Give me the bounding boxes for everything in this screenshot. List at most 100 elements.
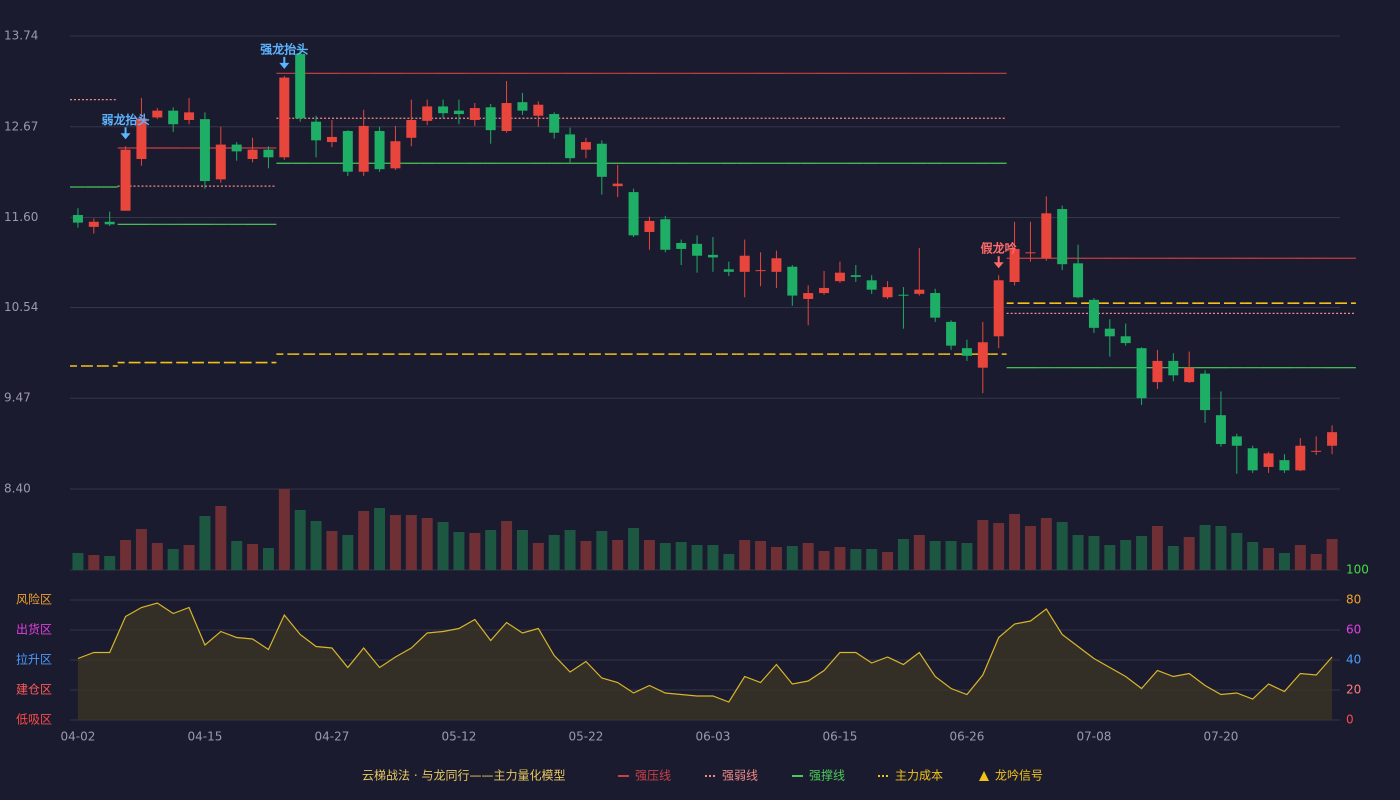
zone-label: 出货区	[16, 622, 52, 637]
x-tick-label: 04-15	[188, 730, 223, 744]
volume-bar	[1104, 545, 1116, 570]
candle-body	[136, 118, 147, 160]
candle-body	[1104, 328, 1115, 337]
volume-bar	[707, 545, 719, 570]
volume-bar	[183, 545, 195, 570]
volume-bar	[1326, 539, 1338, 570]
y-tick-label: 13.74	[4, 29, 38, 43]
volume-bar	[167, 549, 179, 570]
candle-body	[406, 119, 417, 138]
zone-label: 拉升区	[16, 652, 52, 667]
volume-bar	[199, 516, 211, 570]
candle-body	[850, 275, 861, 277]
volume-bar	[294, 510, 306, 570]
zone-label: 低吸区	[16, 713, 52, 727]
candle-body	[311, 121, 322, 141]
candle-body	[1041, 213, 1052, 259]
x-tick-label: 04-02	[61, 730, 96, 744]
volume-bar	[977, 520, 989, 570]
volume-bar	[1231, 533, 1243, 570]
volume-bar	[961, 543, 973, 570]
volume-bar	[802, 543, 814, 570]
legend-label: 龙吟信号	[995, 768, 1043, 783]
volume-bar	[88, 555, 100, 570]
signal-label: 弱龙抬头	[102, 112, 150, 127]
volume-bar	[1072, 535, 1084, 570]
candle-body	[485, 107, 496, 131]
candle-body	[358, 125, 369, 172]
volume-bar	[405, 515, 417, 570]
y-tick-label: 10.54	[4, 300, 38, 314]
candle-body	[787, 266, 798, 296]
volume-bar	[342, 535, 354, 570]
candle-body	[1120, 336, 1131, 344]
candle-body	[88, 221, 99, 227]
candle-body	[1327, 432, 1338, 446]
candle-body	[1231, 436, 1242, 446]
candle-body	[1247, 448, 1258, 471]
indicator-area	[77, 603, 1333, 720]
volume-bar	[1294, 545, 1306, 570]
volume-bar	[691, 545, 703, 570]
volume-bar	[1040, 518, 1052, 570]
volume-bar	[580, 541, 592, 570]
volume-bar	[1024, 526, 1036, 570]
volume-bar	[1310, 554, 1322, 570]
volume-bar	[120, 540, 132, 570]
candle-body	[1215, 415, 1226, 445]
candle-body	[866, 280, 877, 290]
candle-body	[803, 293, 814, 299]
volume-bar	[1009, 514, 1021, 570]
volume-bar	[262, 548, 274, 570]
volume-bar	[437, 522, 449, 570]
candle-body	[755, 270, 766, 272]
candle-body	[326, 136, 337, 143]
volume-bar	[882, 552, 894, 570]
candle-body	[628, 192, 639, 236]
volume-bar	[1056, 522, 1068, 570]
candle-body	[596, 143, 607, 177]
volume-bar	[866, 549, 878, 570]
candle-body	[469, 108, 480, 120]
indicator-tick-label: 20	[1346, 683, 1361, 697]
volume-bar	[516, 530, 528, 570]
volume-bar	[786, 546, 798, 570]
candle-body	[215, 144, 226, 180]
candle-body	[231, 144, 242, 152]
volume-bar	[72, 553, 84, 570]
x-tick-label: 06-03	[696, 730, 731, 744]
legend-title: 云梯战法 · 与龙同行——主力量化模型	[362, 769, 565, 783]
volume-bar	[278, 489, 290, 570]
volume-bar	[596, 531, 608, 570]
volume-bar	[993, 523, 1005, 570]
zone-label: 建仓区	[16, 683, 52, 697]
volume-bar	[723, 554, 735, 570]
x-tick-label: 06-15	[823, 730, 858, 744]
candle-body	[676, 242, 687, 249]
volume-bar	[913, 535, 925, 570]
volume-bar	[818, 551, 830, 570]
x-tick-label: 07-08	[1077, 730, 1112, 744]
y-tick-label: 12.67	[4, 119, 38, 133]
volume-bar	[564, 530, 576, 570]
volume-bar	[1151, 526, 1163, 570]
candle-body	[184, 112, 195, 120]
volume-bar	[945, 541, 957, 570]
volume-bar	[548, 535, 560, 570]
x-tick-label: 07-20	[1204, 730, 1239, 744]
volume-bar	[485, 530, 497, 570]
candle-body	[993, 280, 1004, 337]
candle-body	[1311, 450, 1322, 452]
volume-bar	[1263, 548, 1275, 570]
volume-bar	[1215, 526, 1227, 570]
candle-body	[612, 183, 623, 187]
candle-body	[771, 258, 782, 272]
candle-body	[1025, 252, 1036, 254]
volume-bar	[532, 543, 544, 570]
volume-bar	[310, 521, 322, 570]
candle-body	[692, 243, 703, 256]
candle-body	[723, 269, 734, 272]
candle-body	[342, 131, 353, 172]
indicator-tick-label: 80	[1346, 593, 1361, 607]
